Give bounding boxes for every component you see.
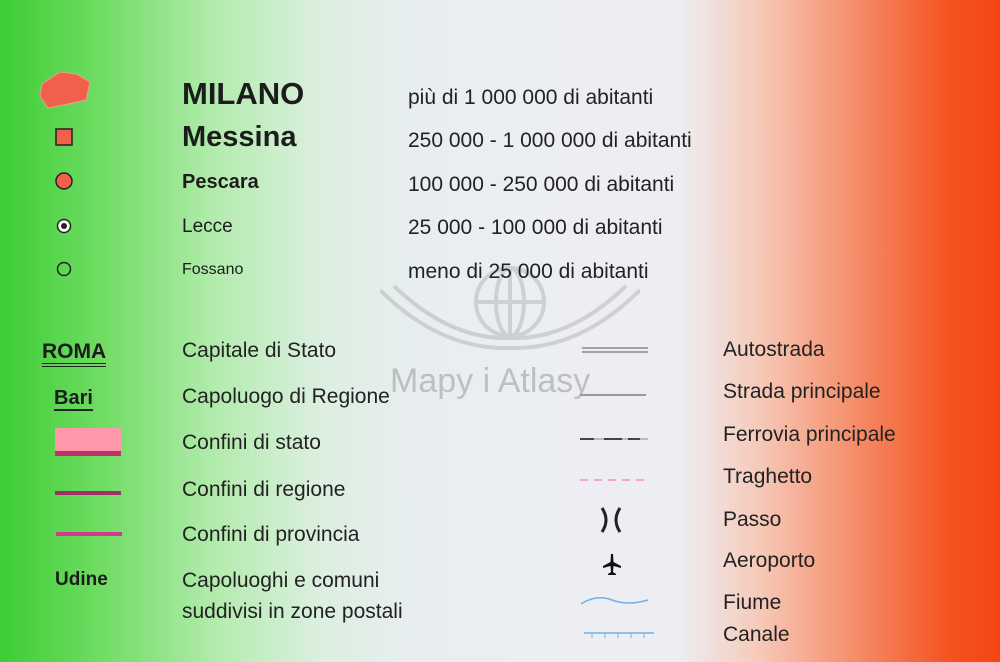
watermark-logo-icon xyxy=(380,266,640,351)
state-border-symbol xyxy=(55,428,121,456)
legend-desc: Strada principale xyxy=(723,380,881,403)
legend-desc: Capoluogo di Regione xyxy=(182,385,390,408)
legend-desc: Confini di regione xyxy=(182,478,346,501)
airport-icon xyxy=(603,554,621,575)
main-road-icon xyxy=(580,394,646,396)
capital-symbol: ROMA xyxy=(42,341,107,367)
city-desc: 100 000 - 250 000 di abitanti xyxy=(408,173,675,196)
legend-desc: suddivisi in zone postali xyxy=(182,600,403,623)
watermark-text: Mapy i Atlasy xyxy=(390,362,591,400)
square-icon xyxy=(55,128,73,146)
legend-desc: Autostrada xyxy=(723,338,825,361)
legend-desc: Confini di provincia xyxy=(182,523,360,546)
legend-desc: Confini di stato xyxy=(182,431,321,454)
river-icon xyxy=(580,597,649,605)
city-desc: 250 000 - 1 000 000 di abitanti xyxy=(408,129,692,152)
legend-desc: Canale xyxy=(723,623,790,646)
legend-desc: Fiume xyxy=(723,591,782,614)
legend-desc: Passo xyxy=(723,508,782,531)
city-label-milano: MILANO xyxy=(182,76,305,111)
city-area-icon xyxy=(39,71,91,109)
canal-icon xyxy=(584,632,654,638)
legend-desc: Capitale di Stato xyxy=(182,339,337,362)
legend-desc: Ferrovia principale xyxy=(723,423,896,446)
city-desc: meno di 25 000 di abitanti xyxy=(408,260,649,283)
filled-circle-icon xyxy=(55,172,73,190)
city-label-pescara: Pescara xyxy=(182,171,259,193)
city-desc: più di 1 000 000 di abitanti xyxy=(408,86,654,109)
regional-capital-symbol: Bari xyxy=(54,387,93,411)
pass-icon xyxy=(600,507,622,533)
region-border-symbol xyxy=(55,491,121,495)
dotted-circle-icon xyxy=(56,218,72,234)
highway-icon xyxy=(582,347,648,353)
postal-city-symbol: Udine xyxy=(55,569,108,590)
city-desc: 25 000 - 100 000 di abitanti xyxy=(408,216,663,239)
railway-icon xyxy=(580,438,648,440)
legend-desc: Capoluoghi e comuni xyxy=(182,569,380,592)
city-label-fossano: Fossano xyxy=(182,261,244,278)
open-circle-icon xyxy=(56,261,72,277)
ferry-icon xyxy=(580,479,648,481)
legend-desc: Aeroporto xyxy=(723,549,816,572)
city-label-messina: Messina xyxy=(182,121,297,153)
legend-desc: Traghetto xyxy=(723,465,813,488)
province-border-symbol xyxy=(56,532,122,536)
city-label-lecce: Lecce xyxy=(182,216,233,237)
